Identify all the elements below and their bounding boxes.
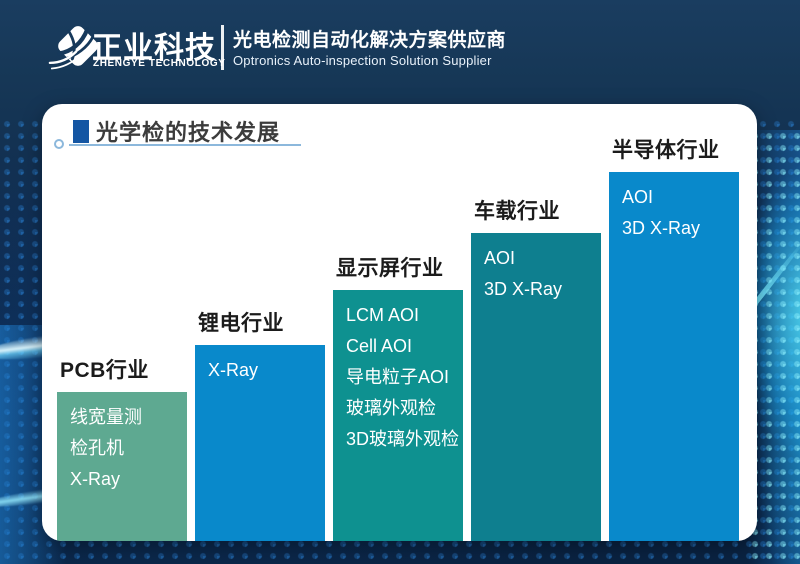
industry-bar: 线宽量测检孔机 X-Ray: [57, 392, 187, 541]
technology-item: 导电粒子AOI: [346, 367, 450, 387]
industry-label: 显示屏行业: [336, 257, 444, 280]
technology-item: 3D玻璃外观检: [346, 429, 460, 449]
industry-step-chart: PCB行业线宽量测检孔机 X-Ray 锂电行业 X-Ray 显示屏行业 LCM AOI Ce…: [42, 104, 757, 541]
technology-item: 检孔机: [70, 438, 124, 458]
brand-subtitle: ZHENGYE TECHNOLOGY: [93, 58, 226, 69]
technology-item: X-Ray: [208, 360, 259, 380]
industry-bar: X-Ray: [195, 345, 325, 541]
brand-name: 正业科技: [92, 32, 216, 65]
industry-label: PCB行业: [60, 359, 149, 382]
industry-label: 锂电行业: [198, 312, 284, 335]
industry-label: 半导体行业: [612, 139, 720, 162]
header-divider: [221, 25, 224, 70]
technology-item: AOI: [484, 248, 516, 268]
tagline-english: Optronics Auto-inspection Solution Suppl…: [233, 53, 492, 68]
technology-item: X-Ray: [70, 469, 121, 489]
title-bullet-square: [73, 119, 89, 143]
industry-bar: LCM AOI Cell AOI 导电粒子AOI 玻璃外观检 3D玻璃外观检: [333, 290, 463, 541]
header: 正业科技 ZHENGYE TECHNOLOGY 光电检测自动化解决方案供应商 O…: [0, 0, 800, 96]
underline-line: [69, 144, 301, 146]
tagline-chinese: 光电检测自动化解决方案供应商: [233, 30, 507, 51]
slide-title: 光学检的技术发展: [96, 120, 281, 145]
industry-bar: AOI 3D X-Ray: [471, 233, 601, 541]
technology-item: 玻璃外观检: [346, 398, 436, 418]
technology-item: Cell AOI: [346, 336, 413, 356]
technology-item: 线宽量测: [70, 407, 142, 427]
industry-label: 车载行业: [474, 200, 560, 223]
technology-item: 3D X-Ray: [622, 218, 701, 238]
underline-circle-icon: [54, 139, 64, 149]
technology-item: 3D X-Ray: [484, 279, 563, 299]
title-row: 光学检的技术发展: [73, 115, 280, 147]
technology-item: AOI: [622, 187, 654, 207]
industry-bar: AOI 3D X-Ray: [609, 172, 739, 541]
technology-item: LCM AOI: [346, 305, 420, 325]
company-logo-icon: [48, 26, 98, 70]
content-card: 光学检的技术发展 PCB行业线宽量测检孔机 X-Ray 锂电行业 X-Ray 显示屏行业…: [42, 104, 757, 541]
